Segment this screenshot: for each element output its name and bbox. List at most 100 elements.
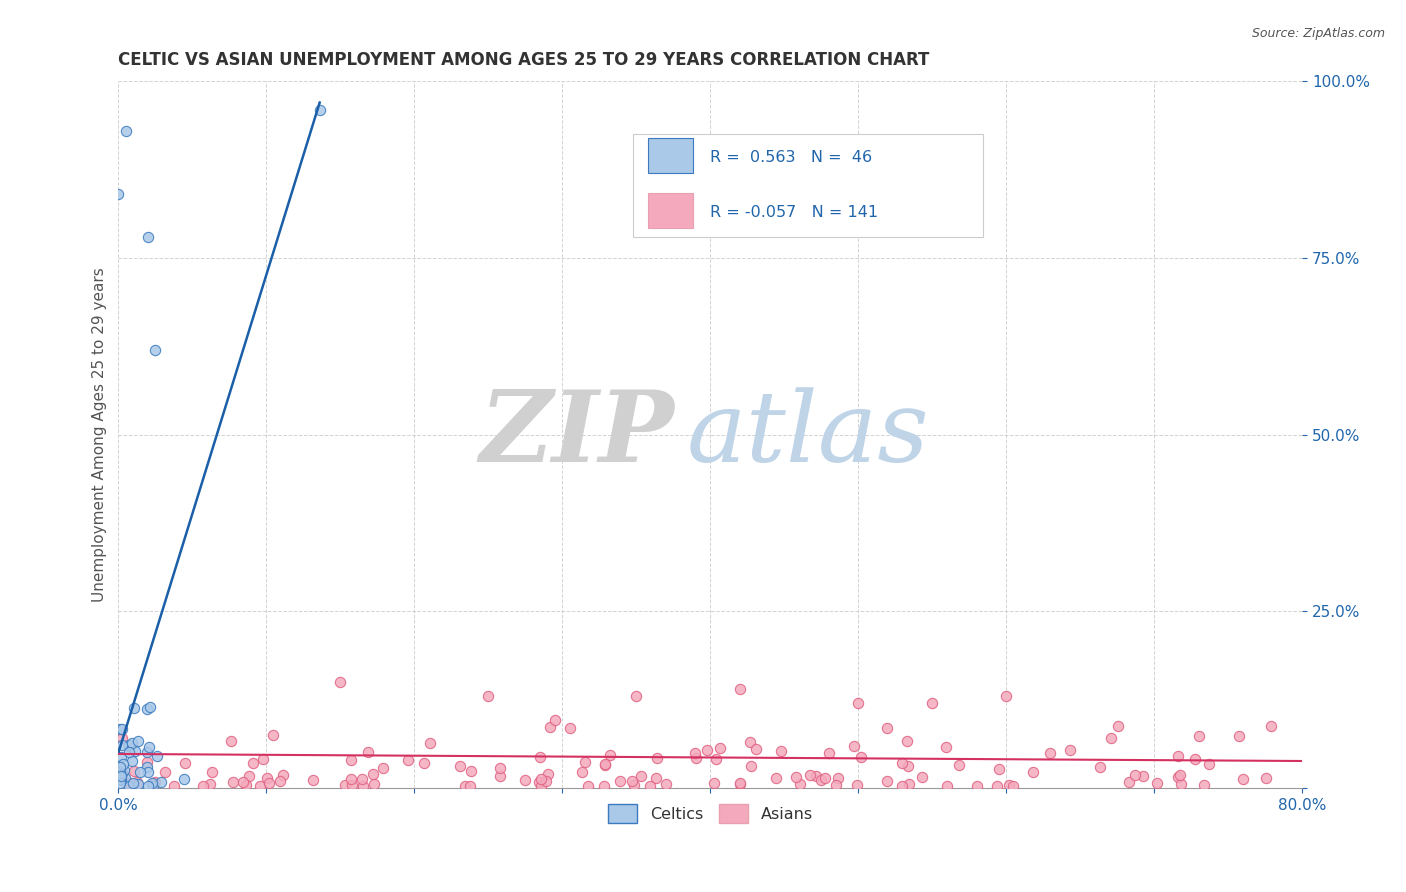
Point <box>770 744 793 758</box>
Point <box>645 771 668 785</box>
Point <box>121 755 143 769</box>
Point <box>1254 771 1277 785</box>
Point <box>846 778 869 792</box>
Point <box>122 764 145 778</box>
Bar <box>648 194 693 228</box>
Point <box>890 756 912 770</box>
Point <box>235 778 257 792</box>
Point <box>997 778 1019 792</box>
Point <box>1184 752 1206 766</box>
Point <box>744 741 766 756</box>
Point <box>136 702 159 716</box>
Point <box>112 763 135 777</box>
Point <box>1232 772 1254 786</box>
Point <box>271 768 294 782</box>
Point <box>1021 764 1043 779</box>
Point <box>804 769 827 783</box>
Point <box>477 689 499 703</box>
Point <box>111 756 134 771</box>
Point <box>340 772 363 786</box>
Point <box>896 734 918 748</box>
Point <box>1039 746 1062 760</box>
Point <box>458 780 481 794</box>
Point <box>1107 719 1129 733</box>
Point <box>110 769 132 783</box>
Point <box>301 773 323 788</box>
Point <box>645 751 668 765</box>
Point <box>257 776 280 790</box>
Point <box>124 744 146 758</box>
Point <box>558 722 581 736</box>
Point <box>121 776 143 790</box>
Point <box>728 681 751 696</box>
Point <box>115 124 138 138</box>
Point <box>638 780 661 794</box>
Point <box>308 103 330 117</box>
FancyBboxPatch shape <box>633 135 983 236</box>
Point <box>191 780 214 794</box>
Point <box>703 776 725 790</box>
Point <box>135 745 157 759</box>
Point <box>683 747 706 761</box>
Point <box>135 760 157 774</box>
Point <box>221 775 243 789</box>
Point <box>1118 775 1140 789</box>
Point <box>127 734 149 748</box>
Point <box>1146 776 1168 790</box>
Point <box>576 780 599 794</box>
Point <box>740 759 762 773</box>
Point <box>108 768 131 782</box>
Point <box>142 780 165 794</box>
Point <box>574 755 596 769</box>
Point <box>536 774 558 789</box>
Point <box>111 738 134 752</box>
Point <box>876 774 898 789</box>
Text: Source: ZipAtlas.com: Source: ZipAtlas.com <box>1251 27 1385 40</box>
Point <box>252 752 274 766</box>
Point <box>460 764 482 778</box>
Point <box>138 740 160 755</box>
Point <box>728 776 751 790</box>
Point <box>232 775 254 789</box>
Point <box>995 689 1018 703</box>
Point <box>537 767 560 781</box>
Point <box>413 756 436 770</box>
Point <box>127 775 149 789</box>
Text: ZIP: ZIP <box>479 386 675 483</box>
Point <box>242 756 264 770</box>
Point <box>1099 731 1122 746</box>
Point <box>121 736 143 750</box>
Point <box>201 765 224 780</box>
Point <box>730 776 752 790</box>
Point <box>1167 770 1189 784</box>
Point <box>1198 756 1220 771</box>
Point <box>1132 769 1154 783</box>
Point <box>118 779 141 793</box>
Point <box>876 721 898 735</box>
Point <box>108 768 131 782</box>
Point <box>890 780 912 794</box>
Point <box>174 756 197 771</box>
Point <box>593 757 616 772</box>
Point <box>136 755 159 769</box>
Point <box>453 779 475 793</box>
Point <box>145 775 167 789</box>
Point <box>846 696 869 710</box>
Point <box>654 777 676 791</box>
Point <box>529 750 551 764</box>
Point <box>118 745 141 759</box>
Point <box>988 762 1011 776</box>
Point <box>146 749 169 764</box>
Point <box>921 696 943 710</box>
Point <box>709 740 731 755</box>
Point <box>108 776 131 790</box>
Point <box>108 760 131 774</box>
Point <box>108 722 131 736</box>
Point <box>110 769 132 783</box>
Point <box>1123 767 1146 781</box>
Point <box>136 765 159 780</box>
Point <box>108 772 131 786</box>
Point <box>124 701 146 715</box>
Point <box>810 772 832 787</box>
Point <box>599 748 621 763</box>
